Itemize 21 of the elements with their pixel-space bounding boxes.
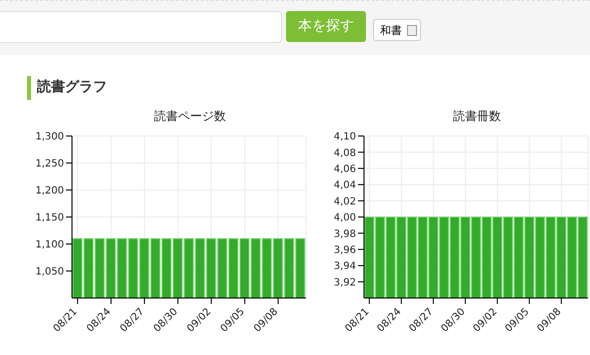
y-tick-label: 3,92	[334, 277, 356, 288]
y-tick-label: 1,250	[35, 158, 64, 170]
y-tick-label: 1,050	[35, 266, 64, 278]
y-tick-label: 4,06	[334, 164, 356, 175]
chart-title: 読書ページ数	[153, 108, 227, 125]
text: 読書グラフ	[37, 78, 107, 96]
chart-title: 読書冊数	[452, 108, 502, 125]
text: 本を探す	[286, 11, 366, 42]
y-tick-label: 1,200	[35, 186, 64, 197]
y-tick-label: 1,150	[35, 212, 64, 224]
y-tick-label: 3,94	[334, 261, 356, 272]
y-tick-label: 4,02	[334, 196, 356, 208]
y-tick-label: 3,98	[334, 228, 356, 240]
y-tick-label: 4,08	[334, 148, 356, 159]
text: 和書	[373, 19, 421, 41]
y-tick-label: 4,10	[334, 132, 356, 143]
y-tick-label: 4,04	[334, 180, 356, 192]
y-tick-label: 3,96	[334, 244, 356, 256]
y-tick-label: 4,00	[334, 212, 356, 224]
y-tick-label: 1,300	[35, 132, 64, 143]
y-tick-label: 1,100	[35, 240, 64, 251]
